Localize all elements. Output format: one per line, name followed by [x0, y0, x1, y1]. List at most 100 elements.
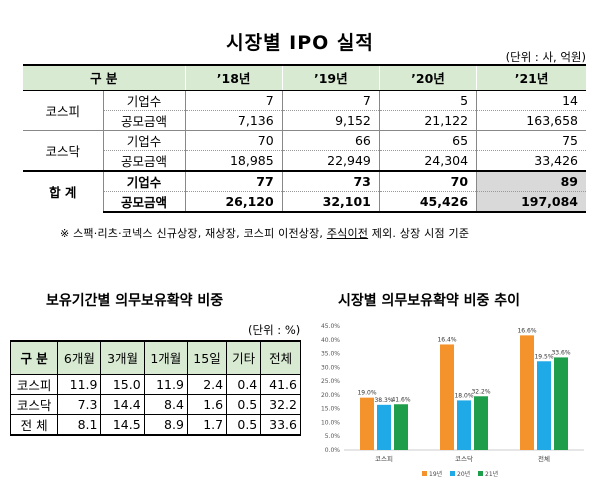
table-cell: 18,985 — [184, 149, 283, 171]
holding-header: 3개월 — [100, 340, 145, 375]
bar — [474, 396, 488, 450]
table-cell: 14 — [476, 90, 586, 110]
table-cell: 70 — [184, 129, 283, 150]
table-cell: 7 — [184, 90, 283, 110]
table-cell: 0.4 — [226, 373, 262, 395]
ipo-unit: (단위 : 사, 억원) — [505, 50, 586, 64]
table-cell: 24,304 — [378, 149, 477, 171]
bar — [554, 357, 568, 450]
amount-label: 공모금액 — [103, 190, 185, 213]
holding-unit: (단위 : %) — [248, 323, 301, 337]
y-tick-label: 45.0% — [321, 323, 340, 330]
ipo-header-2021: ’21년 — [476, 64, 586, 91]
table-cell: 65 — [378, 129, 477, 150]
table-cell: 15.0 — [100, 373, 145, 395]
y-tick-label: 10.0% — [321, 419, 340, 426]
legend-swatch — [422, 471, 427, 476]
table-cell: 32,101 — [281, 190, 380, 213]
table-cell: 8.1 — [57, 413, 102, 436]
x-tick-label: 전체 — [538, 454, 550, 463]
legend-swatch — [478, 471, 483, 476]
kosdaq-label: 코스닥 — [23, 129, 104, 171]
table-cell: 41.6 — [260, 373, 301, 395]
row-label: 코스닥 — [9, 393, 59, 415]
table-row: 공모금액 7,136 9,152 21,122 163,658 — [23, 109, 586, 130]
ipo-header-2020: ’20년 — [378, 64, 477, 91]
total-label: 합 계 — [23, 169, 104, 212]
ipo-header-2018: ’18년 — [184, 64, 283, 91]
table-cell: 77 — [184, 169, 283, 191]
chart-title: 시장별 의무보유확약 비중 추이 — [338, 293, 521, 309]
table-row: 공모금액 26,120 32,101 45,426 197,084 — [23, 190, 586, 213]
table-cell: 7,136 — [184, 109, 283, 130]
y-tick-label: 0.0% — [325, 447, 341, 454]
ipo-header-2019: ’19년 — [281, 64, 380, 91]
ipo-title: 시장별 IPO 실적 — [226, 32, 374, 54]
y-tick-label: 40.0% — [321, 337, 340, 344]
table-cell: 8.9 — [143, 413, 188, 436]
ipo-footnote: ※ 스팩·리츠·코넥스 신규상장, 재상장, 코스피 이전상장, 주식이전 제외… — [60, 225, 469, 241]
row-label: 전 체 — [9, 413, 59, 436]
bar — [377, 404, 391, 450]
ipo-header-row: 구 분 ’18년 ’19년 ’20년 ’21년 — [23, 64, 586, 91]
legend-label: 20년 — [457, 470, 470, 478]
data-label: 32.2% — [471, 388, 490, 395]
table-row: 코스피 11.9 15.0 11.9 2.4 0.4 41.6 — [9, 373, 301, 395]
bar-chart: 0.0% 5.0% 10.0% 15.0% 20.0% 25.0% 30.0% 35.0% 40… — [321, 323, 584, 478]
table-cell: 32.2 — [260, 393, 301, 415]
ipo-table: 구 분 ’18년 ’19년 ’20년 ’21년 코스피 기업수 7 7 5 14… — [23, 64, 586, 213]
table-cell: 7 — [281, 90, 380, 110]
table-cell: 7.3 — [57, 393, 102, 415]
count-label: 기업수 — [103, 129, 185, 150]
table-cell: 70 — [378, 169, 477, 191]
bar — [457, 400, 471, 450]
data-label: 38.3% — [374, 397, 393, 404]
holding-table: 구 분 6개월 3개월 1개월 15일 기타 전체 코스피 11.9 15.0 … — [9, 340, 301, 436]
y-tick-label: 20.0% — [321, 392, 340, 399]
table-cell: 9,152 — [281, 109, 380, 130]
table-cell-highlight: 89 — [476, 169, 586, 191]
table-cell: 163,658 — [476, 109, 586, 130]
data-label: 19.0% — [357, 390, 376, 397]
table-cell: 14.5 — [100, 413, 145, 436]
data-label: 16.6% — [517, 327, 536, 334]
table-row: 전 체 8.1 14.5 8.9 1.7 0.5 33.6 — [9, 413, 301, 436]
table-row: 코스닥 기업수 70 66 65 75 — [23, 129, 586, 171]
holding-header: 1개월 — [143, 340, 188, 375]
amount-label: 공모금액 — [103, 109, 185, 130]
data-label: 41.6% — [391, 396, 410, 403]
footnote-text: ※ 스팩·리츠·코넥스 신규상장, 재상장, 코스피 이전상장, — [60, 227, 327, 240]
y-tick-label: 15.0% — [321, 406, 340, 413]
holding-header: 6개월 — [57, 340, 102, 375]
footnote-text: 제외. 상장 시점 기준 — [368, 227, 470, 240]
table-cell: 1.6 — [186, 393, 228, 415]
bar — [440, 344, 454, 450]
row-label: 코스피 — [9, 373, 59, 395]
table-cell: 75 — [476, 129, 586, 150]
holding-header: 구 분 — [9, 340, 59, 375]
table-cell: 26,120 — [184, 190, 283, 213]
holding-header: 기타 — [226, 340, 262, 375]
data-label: 33.6% — [551, 349, 570, 356]
table-row: 합 계 기업수 77 73 70 89 — [23, 169, 586, 212]
ipo-header-category: 구 분 — [23, 64, 185, 91]
holding-header: 15일 — [186, 340, 228, 375]
x-tick-label: 코스피 — [375, 454, 393, 463]
table-cell: 21,122 — [378, 109, 477, 130]
holding-title: 보유기간별 의무보유확약 비중 — [46, 293, 224, 309]
holding-header: 전체 — [260, 340, 301, 375]
amount-label: 공모금액 — [103, 149, 185, 171]
table-cell: 33.6 — [260, 413, 301, 436]
table-row: 코스닥 7.3 14.4 8.4 1.6 0.5 32.2 — [9, 393, 301, 415]
table-cell: 11.9 — [143, 373, 188, 395]
data-label: 18.0% — [454, 392, 473, 399]
y-tick-label: 25.0% — [321, 378, 340, 385]
table-cell: 1.7 — [186, 413, 228, 436]
footnote-underlined: 주식이전 — [326, 227, 369, 240]
table-cell: 45,426 — [378, 190, 477, 213]
bar — [520, 335, 534, 450]
table-row: 공모금액 18,985 22,949 24,304 33,426 — [23, 149, 586, 171]
table-cell: 11.9 — [57, 373, 102, 395]
legend-label: 19년 — [429, 470, 442, 478]
kospi-label: 코스피 — [23, 90, 104, 130]
